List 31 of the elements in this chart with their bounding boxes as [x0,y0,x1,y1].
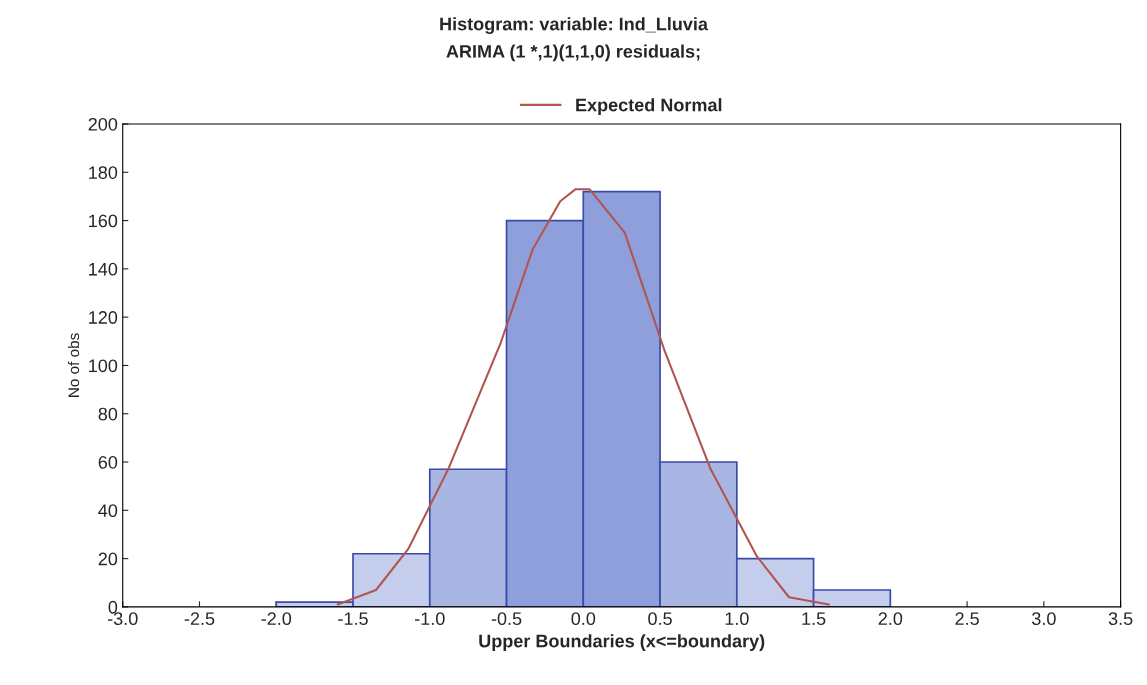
line-series [336,188,830,606]
y-tick-label: 140 [89,262,118,276]
chart-subtitle: ARIMA (1 *,1)(1,1,0) residuals; [446,44,700,62]
x-tick-label: -2.5 [184,612,215,626]
y-tick-label: 60 [98,455,118,469]
y-tick-label: 100 [89,359,118,373]
x-tick-label: 3.0 [1032,612,1056,626]
x-tick-label: -1.0 [415,612,445,626]
y-tick-label: 0 [108,600,118,614]
y-tick-label: 180 [89,166,118,179]
y-tick-label: 40 [98,504,118,518]
y-tick-label: 20 [98,552,118,566]
x-tick-label: -0.5 [491,612,522,626]
x-tick-label: 2.0 [878,612,903,626]
y-tick-label: 80 [98,407,118,421]
y-tick-label: 120 [89,311,118,324]
x-tick-label: -3.0 [107,612,138,626]
y-axis-title: No of obs [67,333,80,397]
y-tick-label: 200 [88,117,118,131]
y-tick-label: 160 [89,214,118,228]
chart-title: Histogram: variable: Ind_Lluvia [440,17,709,35]
x-tick-label: 0.5 [648,612,672,626]
x-axis-title: Upper Boundaries (x<=boundary) [479,634,765,651]
x-tick-label: 1.5 [802,612,826,626]
x-tick-label: 1.0 [725,612,749,626]
legend-label: Expected Normal [576,98,722,115]
x-tick-label: 0.0 [571,612,596,626]
x-tick-label: -2.0 [261,612,292,626]
x-tick-label: 3.5 [1108,612,1133,626]
x-tick-label: -1.5 [338,612,368,626]
x-tick-label: 2.5 [955,612,979,626]
